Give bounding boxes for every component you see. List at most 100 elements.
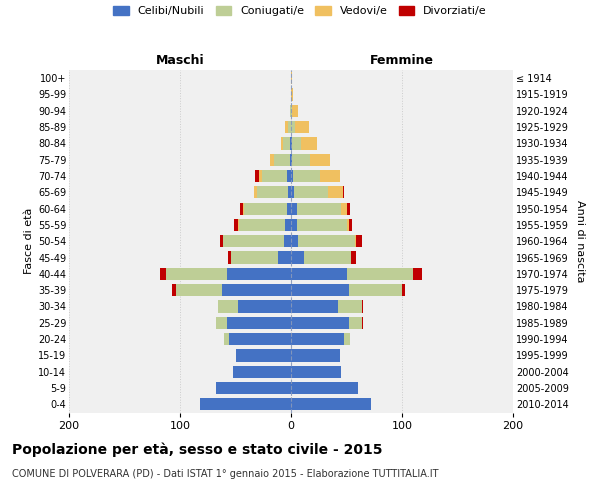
Bar [256,170,259,182]
Bar [278,252,291,264]
Bar [349,284,402,296]
Bar [283,138,290,149]
Bar [259,170,262,182]
Bar [287,121,291,133]
Bar [262,170,287,182]
Y-axis label: Anni di nascita: Anni di nascita [575,200,586,282]
Bar [287,170,291,182]
Bar [349,219,352,231]
Bar [291,300,338,312]
Bar [291,382,358,394]
Bar [270,154,274,166]
Bar [218,300,238,312]
Bar [291,235,298,248]
Bar [356,235,362,248]
Bar [235,350,291,362]
Bar [362,300,363,312]
Bar [293,170,320,182]
Bar [227,268,291,280]
Bar [301,138,317,149]
Bar [291,219,296,231]
Bar [254,186,257,198]
Bar [172,284,176,296]
Bar [286,121,287,133]
Bar [292,104,298,117]
Bar [320,170,340,182]
Bar [291,72,292,85]
Bar [362,316,363,329]
Bar [413,268,422,280]
Bar [222,284,291,296]
Bar [347,219,349,231]
Bar [351,252,356,264]
Bar [291,202,296,214]
Bar [291,170,293,182]
Legend: Celibi/Nubili, Coniugati/e, Vedovi/e, Divorziati/e: Celibi/Nubili, Coniugati/e, Vedovi/e, Di… [113,6,487,16]
Bar [296,202,341,214]
Bar [347,202,350,214]
Bar [274,154,290,166]
Bar [295,186,328,198]
Bar [291,284,349,296]
Bar [291,88,293,101]
Bar [341,202,347,214]
Bar [343,186,344,198]
Bar [304,252,351,264]
Bar [257,186,287,198]
Bar [200,398,291,410]
Y-axis label: Fasce di età: Fasce di età [23,208,34,274]
Bar [176,284,222,296]
Bar [291,398,371,410]
Bar [287,202,291,214]
Bar [291,186,295,198]
Bar [231,252,278,264]
Text: COMUNE DI POLVERARA (PD) - Dati ISTAT 1° gennaio 2015 - Elaborazione TUTTITALIA.: COMUNE DI POLVERARA (PD) - Dati ISTAT 1°… [12,469,439,479]
Bar [290,138,291,149]
Bar [344,333,350,345]
Bar [227,316,291,329]
Bar [291,154,292,166]
Bar [243,202,244,214]
Bar [244,202,287,214]
Bar [291,104,292,117]
Bar [286,219,291,231]
Bar [240,202,243,214]
Bar [292,154,310,166]
Bar [292,138,301,149]
Bar [223,235,284,248]
Bar [338,300,362,312]
Bar [160,268,166,280]
Bar [220,235,223,248]
Bar [233,366,291,378]
Bar [229,333,291,345]
Bar [291,333,344,345]
Bar [239,219,286,231]
Bar [355,235,356,248]
Bar [215,382,291,394]
Bar [238,219,239,231]
Bar [310,154,330,166]
Text: Popolazione per età, sesso e stato civile - 2015: Popolazione per età, sesso e stato civil… [12,442,383,457]
Bar [281,138,283,149]
Bar [291,366,341,378]
Bar [238,300,291,312]
Bar [290,154,291,166]
Text: Femmine: Femmine [370,54,434,68]
Bar [228,252,231,264]
Bar [347,268,413,280]
Bar [224,333,229,345]
Bar [328,186,343,198]
Text: Maschi: Maschi [155,54,205,68]
Bar [349,316,362,329]
Bar [287,186,291,198]
Bar [291,268,347,280]
Bar [291,316,349,329]
Bar [295,121,309,133]
Bar [235,219,238,231]
Bar [402,284,406,296]
Bar [284,235,291,248]
Bar [291,350,340,362]
Bar [298,235,355,248]
Bar [291,121,295,133]
Bar [291,138,292,149]
